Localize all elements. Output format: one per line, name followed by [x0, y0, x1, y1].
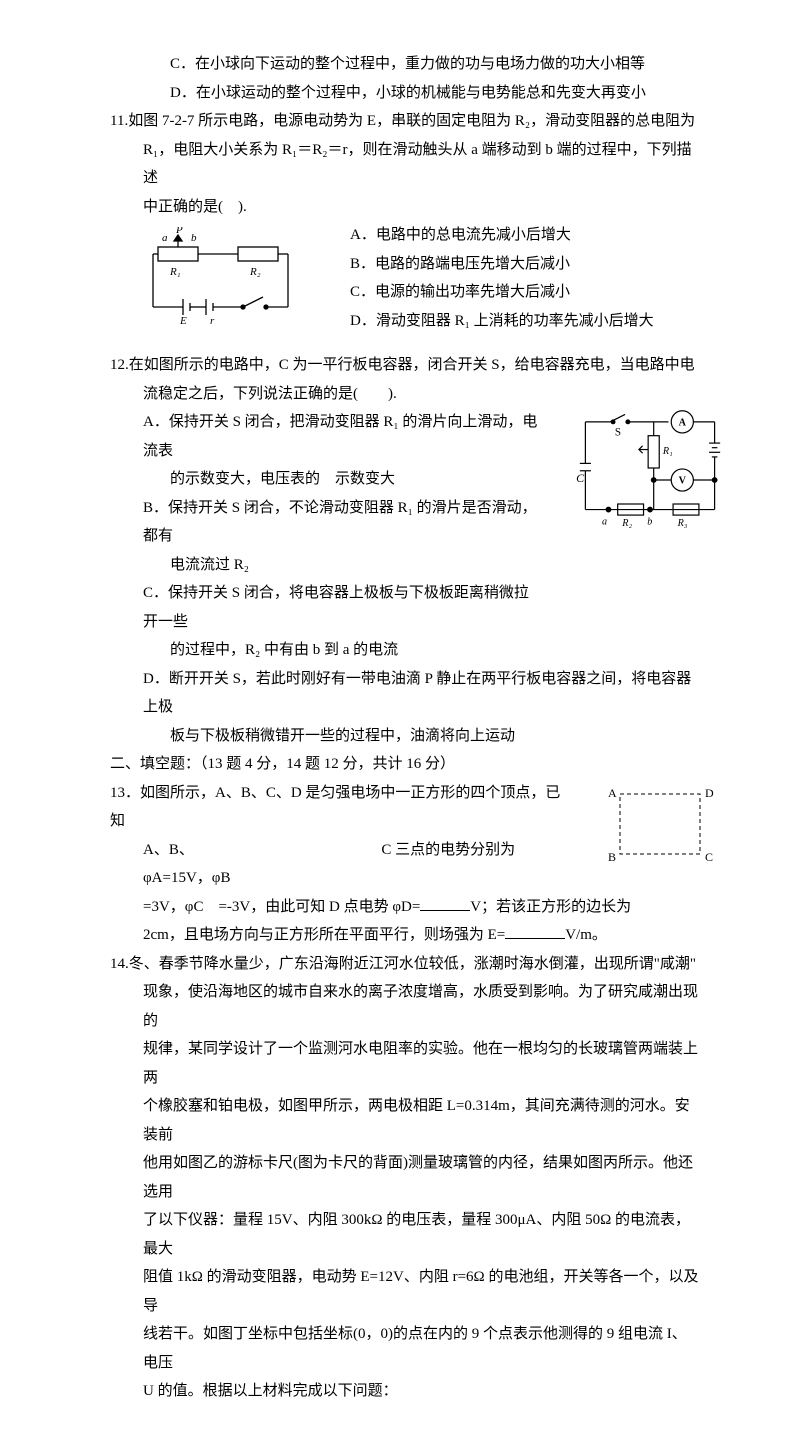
label-R1: R₁ — [169, 266, 181, 278]
q13-line1: 13．如图所示，A、B、C、D 是匀强电场中一正方形的四个顶点，已知 — [110, 779, 570, 836]
q12-option-a-1: A．保持开关 S 闭合，把滑动变阻器 R₁ 的滑片向上滑动，电流表 — [110, 408, 540, 465]
q14-l5: 他用如图乙的游标卡尺(图为卡尺的背面)测量玻璃管的内径，结果如图丙所示。他还选用 — [110, 1149, 700, 1206]
q12-stem-1: 12.在如图所示的电路中，C 为一平行板电容器，闭合开关 S，给电容器充电，当电… — [110, 351, 700, 380]
q12-option-b-2: 电流流过 R₂ — [110, 551, 540, 580]
label-R2: R₂ — [249, 266, 261, 278]
q12-body-wrap: S A V C R₁ a R₂ b R₃ A．保持开关 S 闭合，把滑动变阻器 … — [110, 408, 700, 750]
label-r: r — [210, 315, 215, 327]
q14-l7: 阻值 1kΩ 的滑动变阻器，电动势 E=12V、内阻 r=6Ω 的电池组，开关等… — [110, 1263, 700, 1320]
label-a: a — [162, 232, 168, 244]
q12-option-d-2: 板与下极板稍微错开一些的过程中，油滴将向上运动 — [110, 722, 700, 751]
q12-option-c-2: 的过程中，R₂ 中有由 b 到 a 的电流 — [110, 636, 700, 665]
section-2-title: 二、填空题：（13 题 4 分，14 题 12 分，共计 16 分） — [110, 750, 700, 779]
q14-l9: U 的值。根据以上材料完成以下问题： — [110, 1377, 700, 1406]
label-A: A — [608, 786, 617, 800]
q14-l3: 规律，某同学设计了一个监测河水电阻率的实验。他在一根均匀的长玻璃管两端装上两 — [110, 1035, 700, 1092]
q12-circuit-diagram: S A V C R₁ a R₂ b R₃ — [570, 408, 730, 528]
q12-option-b-1: B．保持开关 S 闭合，不论滑动变阻器 R₁ 的滑片是否滑动，都有 — [110, 494, 540, 551]
q11-stem-3: 中正确的是( ). — [110, 193, 700, 222]
q13-square-diagram: A D B C — [600, 779, 720, 874]
q14-l1: 14.冬、春季节降水量少，广东沿海附近江河水位较低，涨潮时海水倒灌，出现所谓"咸… — [110, 950, 700, 979]
label-C: C — [705, 850, 713, 864]
q14-l8: 线若干。如图丁坐标中包括坐标(0，0)的点在内的 9 个点表示他测得的 9 组电… — [110, 1320, 700, 1377]
q11-option-c: C．电源的输出功率先增大后减小 — [350, 278, 700, 307]
q13-line3a: =3V，φC =-3V，由此可知 D 点电势 φD= — [143, 899, 420, 915]
q13-line2a: A、B、 — [143, 842, 194, 858]
label-B: B — [608, 850, 616, 864]
label-R1: R₁ — [662, 446, 673, 457]
q11-stem-2: R₁，电阻大小关系为 R₁＝R₂＝r，则在滑动触头从 a 端移动到 b 端的过程… — [110, 136, 700, 193]
q13-line4: 2cm，且电场方向与正方形所在平面平行，则场强为 E= V/m。 — [110, 921, 700, 950]
q14-l2: 现象，使沿海地区的城市自来水的离子浓度增高，水质受到影响。为了研究咸潮出现的 — [110, 978, 700, 1035]
label-C: C — [576, 471, 585, 485]
q13-line3b: V；若该正方形的边长为 — [470, 899, 631, 915]
label-D: D — [705, 786, 714, 800]
label-S: S — [615, 427, 621, 439]
label-b: b — [191, 232, 197, 244]
label-R2: R₂ — [621, 518, 632, 528]
q13-line4a: 2cm，且电场方向与正方形所在平面平行，则场强为 E= — [143, 927, 505, 943]
q12-stem-2: 流稳定之后，下列说法正确的是( ). — [110, 380, 700, 409]
q14-l6: 了以下仪器：量程 15V、内阻 300kΩ 的电压表，量程 300μA、内阻 5… — [110, 1206, 700, 1263]
q11-stem-1: 11.如图 7-2-7 所示电路，电源电动势为 E，串联的固定电阻为 R₂，滑动… — [110, 107, 700, 136]
q11-option-b: B．电路的路端电压先增大后减小 — [350, 250, 700, 279]
q11-figure-and-options: a b P R₁ R₂ E r A．电路中的总电流先减小后增大 B．电路的路端电… — [110, 221, 700, 351]
q11-circuit-diagram: a b P R₁ R₂ E r — [148, 227, 298, 327]
label-A: A — [679, 418, 687, 429]
q12-option-d-1: D．断开开关 S，若此时刚好有一带电油滴 P 静止在两平行板电容器之间，将电容器… — [110, 665, 700, 722]
label-P: P — [175, 227, 183, 236]
q13-line3: =3V，φC =-3V，由此可知 D 点电势 φD= V；若该正方形的边长为 — [110, 893, 700, 922]
blank-E[interactable] — [505, 923, 565, 939]
q12-option-a-2: 的示数变大，电压表的 示数变大 — [110, 465, 540, 494]
q14-l4: 个橡胶塞和铂电极，如图甲所示，两电极相距 L=0.314m，其间充满待测的河水。… — [110, 1092, 700, 1149]
q13-line2b: C 三点的电势分别为 φA=15V，φB — [143, 842, 515, 887]
blank-phiD[interactable] — [420, 895, 470, 911]
label-b: b — [647, 516, 652, 527]
label-R3: R₃ — [677, 518, 688, 528]
q10-option-d: D．在小球运动的整个过程中，小球的机械能与电势能总和先变大再变小 — [110, 79, 700, 108]
q11-option-d: D．滑动变阻器 R₁ 上消耗的功率先减小后增大 — [350, 307, 700, 336]
q11-option-a: A．电路中的总电流先减小后增大 — [350, 221, 700, 250]
q10-option-c: C．在小球向下运动的整个过程中，重力做的功与电场力做的功大小相等 — [110, 50, 700, 79]
q12-option-c-1: C．保持开关 S 闭合，将电容器上极板与下极板距离稍微拉开一些 — [110, 579, 540, 636]
q13-line4b: V/m。 — [565, 927, 607, 943]
label-E: E — [179, 315, 187, 327]
q13-line2: A、B、 C 三点的电势分别为 φA=15V，φB — [110, 836, 570, 893]
label-a: a — [602, 516, 607, 527]
label-V: V — [679, 476, 687, 487]
q13-wrap: A D B C 13．如图所示，A、B、C、D 是匀强电场中一正方形的四个顶点，… — [110, 779, 700, 950]
